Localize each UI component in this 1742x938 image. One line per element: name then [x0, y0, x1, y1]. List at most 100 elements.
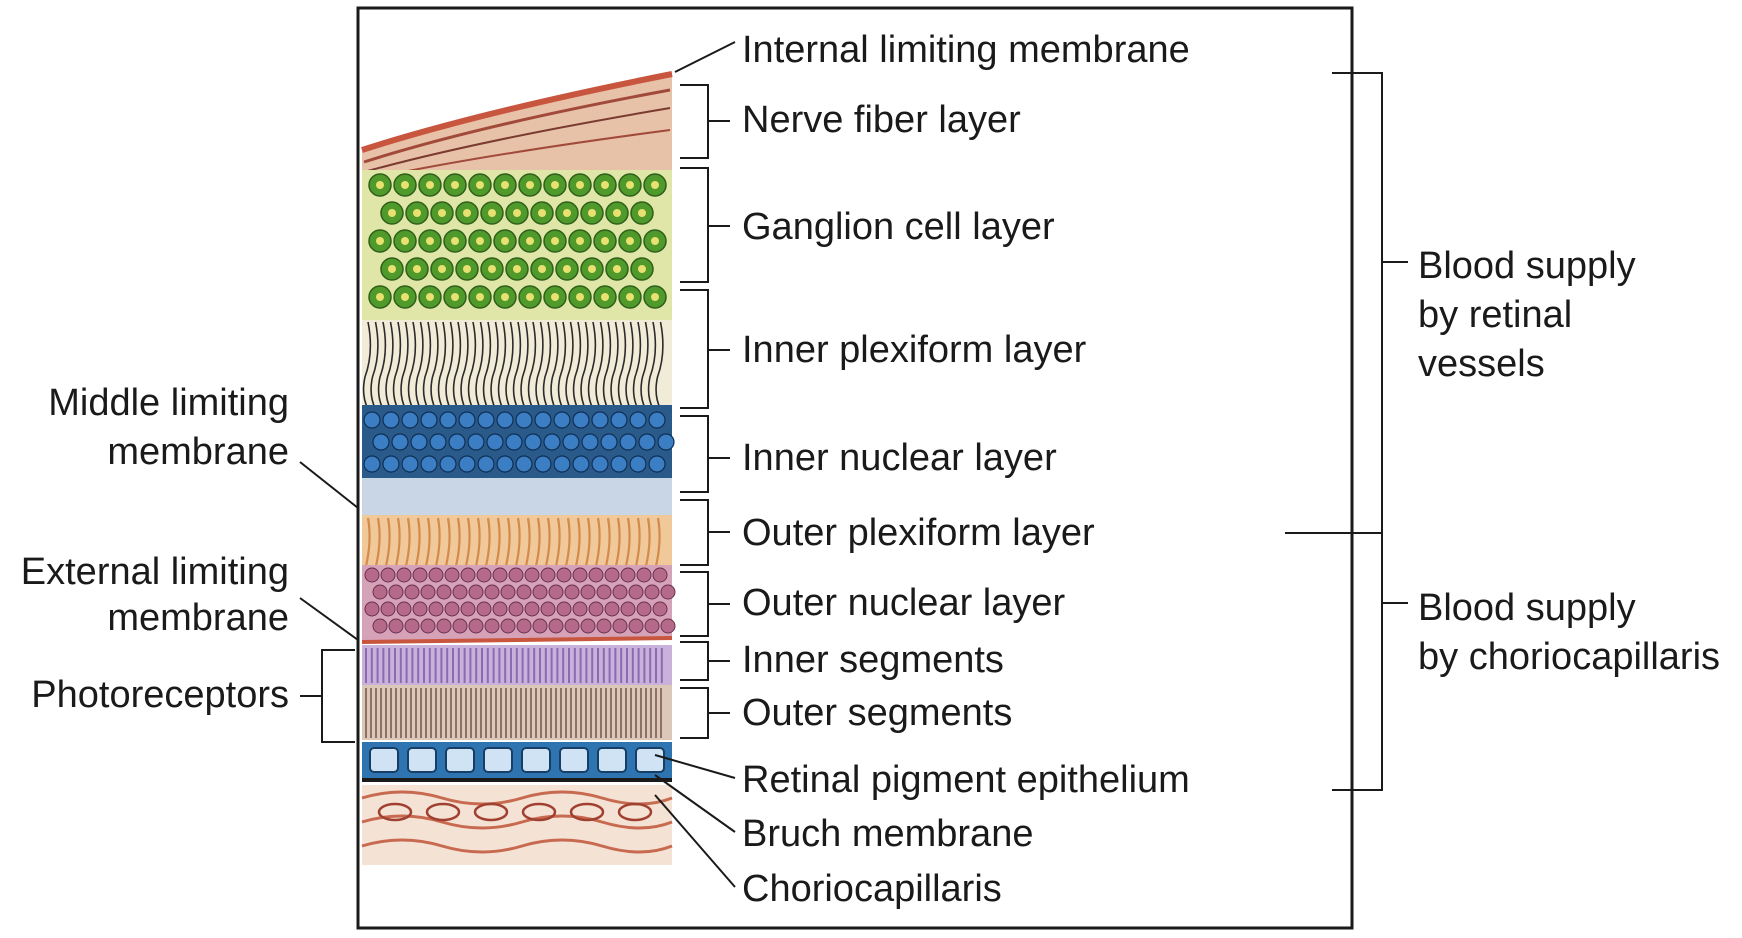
ganglion-nucleus: [376, 181, 384, 189]
outer-nuclear-cell: [364, 601, 380, 617]
ganglion-nucleus: [588, 265, 596, 273]
ganglion-nucleus: [513, 209, 521, 217]
outer-nuclear-cell: [604, 601, 620, 617]
ganglion-nucleus: [551, 293, 559, 301]
label-outer-nuclear-layer: Outer nuclear layer: [742, 582, 1066, 624]
plexiform-fiber: [527, 321, 537, 410]
outer-nuclear-cell: [460, 567, 476, 583]
outer-plexiform-fiber: [634, 517, 641, 567]
outer-plexiform-fiber: [524, 517, 531, 567]
ganglion-nucleus: [401, 237, 409, 245]
plexiform-fiber: [422, 321, 432, 410]
inner-nuclear-cell: [572, 411, 590, 429]
ganglion-nucleus: [476, 293, 484, 301]
ganglion-nucleus: [401, 181, 409, 189]
ganglion-nucleus: [413, 209, 421, 217]
plexiform-fiber: [595, 321, 604, 410]
outer-plexiform-fiber: [604, 517, 611, 567]
ganglion-nucleus: [551, 181, 559, 189]
label-inner-nuclear-layer: Inner nuclear layer: [742, 437, 1057, 479]
inner-nuclear-cell: [401, 411, 419, 429]
label-photoreceptors: Photoreceptors: [31, 674, 289, 716]
outer-nuclear-cell: [596, 618, 612, 634]
outer-nuclear-cell: [412, 601, 428, 617]
internal-membrane-line: [361, 71, 673, 153]
inner-nuclear-cell: [648, 411, 666, 429]
label-outer-segments: Outer segments: [742, 692, 1013, 734]
outer-nuclear-cell: [420, 618, 436, 634]
ganglion-nucleus: [651, 293, 659, 301]
label-inner-segments: Inner segments: [742, 639, 1004, 681]
outer-plexiform-fiber: [364, 517, 371, 567]
outer-nuclear-cell: [644, 584, 660, 600]
plexiform-fiber: [415, 321, 424, 410]
blood-supply-bracket: [1285, 72, 1408, 791]
outer-nuclear-cell: [484, 618, 500, 634]
label-outer-plexiform-layer: Outer plexiform layer: [742, 512, 1095, 554]
rpe-cell: [597, 747, 627, 773]
outer-nuclear-cell: [588, 567, 604, 583]
outer-nuclear-cell: [468, 618, 484, 634]
plexiform-fiber: [385, 321, 394, 410]
ganglion-nucleus: [401, 293, 409, 301]
inner-nuclear-cell: [420, 411, 438, 429]
plexiform-fiber: [587, 321, 597, 410]
outer-nuclear-cell: [580, 618, 596, 634]
ganglion-nucleus: [501, 293, 509, 301]
outer-nuclear-cell: [476, 601, 492, 617]
outer-nuclear-cell: [556, 567, 572, 583]
outer-nuclear-cell: [660, 584, 676, 600]
inner-nuclear-cell: [629, 455, 647, 473]
label-blood-supply-chorio-line1: Blood supply: [1418, 587, 1636, 629]
label-choriocapillaris: Choriocapillaris: [742, 868, 1002, 910]
inner-nuclear-fibers: [362, 478, 672, 518]
plexiform-fiber: [572, 321, 582, 410]
outer-nuclear-cell: [580, 584, 596, 600]
outer-nuclear-cell: [604, 567, 620, 583]
ganglion-nucleus: [538, 265, 546, 273]
plexiform-fiber: [370, 321, 379, 410]
plexiform-fiber: [437, 321, 447, 410]
inner-nuclear-cell: [619, 433, 637, 451]
outer-plexiform-fiber: [464, 517, 471, 567]
outer-nuclear-cell: [548, 584, 564, 600]
choriocapillary: [425, 802, 461, 822]
outer-nuclear-cell: [428, 601, 444, 617]
ganglion-nucleus: [501, 237, 509, 245]
ganglion-nucleus: [563, 265, 571, 273]
outer-nuclear-cell: [644, 618, 660, 634]
outer-nuclear-cell: [492, 601, 508, 617]
ganglion-nucleus: [538, 209, 546, 217]
plexiform-fiber: [557, 321, 567, 410]
inner-nuclear-cell: [648, 455, 666, 473]
outer-nuclear-cell: [428, 567, 444, 583]
choriocapillary: [521, 802, 557, 822]
plexiform-fiber: [610, 321, 619, 410]
plexiform-fiber: [512, 321, 522, 410]
plexiform-fiber: [550, 321, 559, 410]
ganglion-nucleus: [388, 265, 396, 273]
outer-nuclear-cell: [500, 618, 516, 634]
rpe-cell: [407, 747, 437, 773]
rpe-cell: [521, 747, 551, 773]
ganglion-nucleus: [451, 237, 459, 245]
inner-nuclear-cell: [562, 433, 580, 451]
plexiform-fiber: [632, 321, 642, 410]
inner-nuclear-cell: [515, 455, 533, 473]
outer-nuclear-cell: [564, 618, 580, 634]
outer-nuclear-cell: [516, 618, 532, 634]
outer-plexiform-fiber: [624, 517, 631, 567]
plexiform-fiber: [475, 321, 484, 410]
outer-nuclear-cell: [436, 584, 452, 600]
rpe-cell: [635, 747, 665, 773]
outer-nuclear-cell: [596, 584, 612, 600]
outer-nuclear-cell: [372, 584, 388, 600]
inner-nuclear-cell: [401, 455, 419, 473]
ganglion-nucleus: [601, 181, 609, 189]
inner-nuclear-cell: [657, 433, 675, 451]
outer-nuclear-cell: [508, 567, 524, 583]
inner-nuclear-cell: [610, 455, 628, 473]
plexiform-fiber: [362, 321, 372, 410]
ganglion-nucleus: [613, 265, 621, 273]
outer-nuclear-cell: [444, 601, 460, 617]
